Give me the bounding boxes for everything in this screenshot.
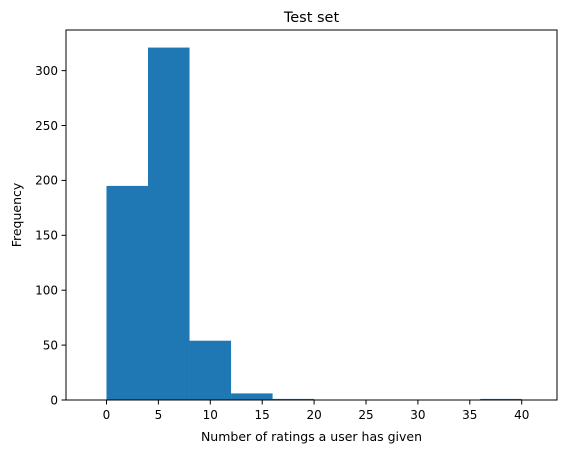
y-tick-label: 100 (35, 284, 58, 298)
chart-title: Test set (283, 10, 340, 26)
y-tick-label: 150 (35, 229, 58, 243)
x-tick-label: 40 (514, 408, 529, 422)
x-tick-label: 25 (358, 408, 373, 422)
y-tick-label: 250 (35, 119, 58, 133)
x-tick-label: 20 (306, 408, 321, 422)
histogram-bar (480, 398, 522, 400)
histogram-bar (272, 398, 315, 400)
x-axis-label: Number of ratings a user has given (201, 429, 422, 444)
x-tick-label: 10 (203, 408, 218, 422)
histogram-bar (148, 47, 190, 400)
histogram-bar (231, 393, 273, 400)
plot-frame (65, 29, 558, 401)
y-tick-label: 0 (50, 393, 58, 407)
y-axis-ticks: 0 50 100 150 200 250 300 (35, 64, 66, 407)
x-axis-ticks: 0 5 10 15 20 25 30 35 40 (103, 400, 529, 422)
histogram-bars (106, 47, 522, 400)
histogram-bar (106, 185, 149, 400)
histogram-bar (189, 340, 232, 400)
x-tick-label: 5 (155, 408, 163, 422)
y-axis-label: Frequency (9, 182, 24, 247)
x-tick-label: 15 (255, 408, 270, 422)
x-tick-label: 0 (103, 408, 111, 422)
y-tick-label: 300 (35, 64, 58, 78)
y-tick-label: 50 (43, 338, 58, 352)
y-tick-label: 200 (35, 174, 58, 188)
x-tick-label: 30 (410, 408, 425, 422)
x-tick-label: 35 (462, 408, 477, 422)
